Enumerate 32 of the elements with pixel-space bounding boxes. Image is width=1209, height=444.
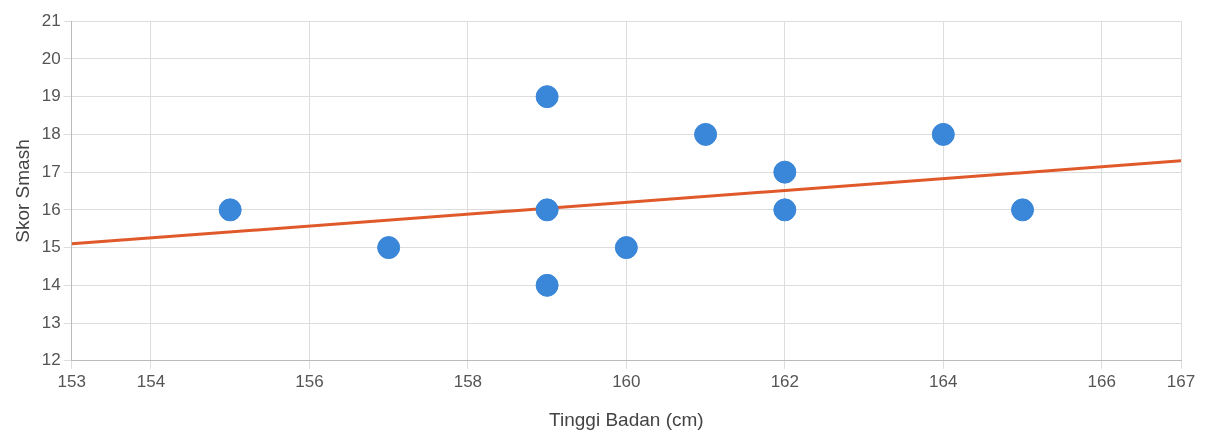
point [694,122,718,146]
x-tick-label: 153 [57,371,86,391]
x-tick-label: 158 [453,371,483,391]
x-tick-label: 154 [136,371,166,391]
point [931,122,955,146]
y-tick-label: 19 [41,86,61,106]
y-axis-title: Skor Smash [11,139,33,243]
x-axis-title: Tinggi Badan (cm) [549,408,704,430]
point [218,198,242,222]
point [773,160,797,184]
y-tick-label: 21 [41,10,61,30]
point [377,236,401,260]
y-tick-label: 14 [41,275,61,295]
x-tick-label: 166 [1087,371,1116,391]
x-tick-label: 167 [1166,371,1196,391]
y-tick-label: 13 [41,312,61,332]
x-tick-label: 164 [929,371,958,391]
x-tick-label: 156 [295,371,324,391]
point [535,85,559,109]
y-tick-label: 12 [41,350,61,370]
point [1011,198,1035,222]
y-tick-label: 17 [41,161,61,181]
x-tick-label: 162 [770,371,800,391]
point [535,273,559,297]
y-tick-label: 18 [41,124,61,144]
x-tick-label: 160 [612,371,641,391]
y-tick-label: 15 [41,237,61,257]
y-tick-label: 16 [41,199,61,219]
point [773,198,797,222]
point [535,198,559,222]
point [614,236,638,260]
y-tick-label: 20 [41,48,61,68]
